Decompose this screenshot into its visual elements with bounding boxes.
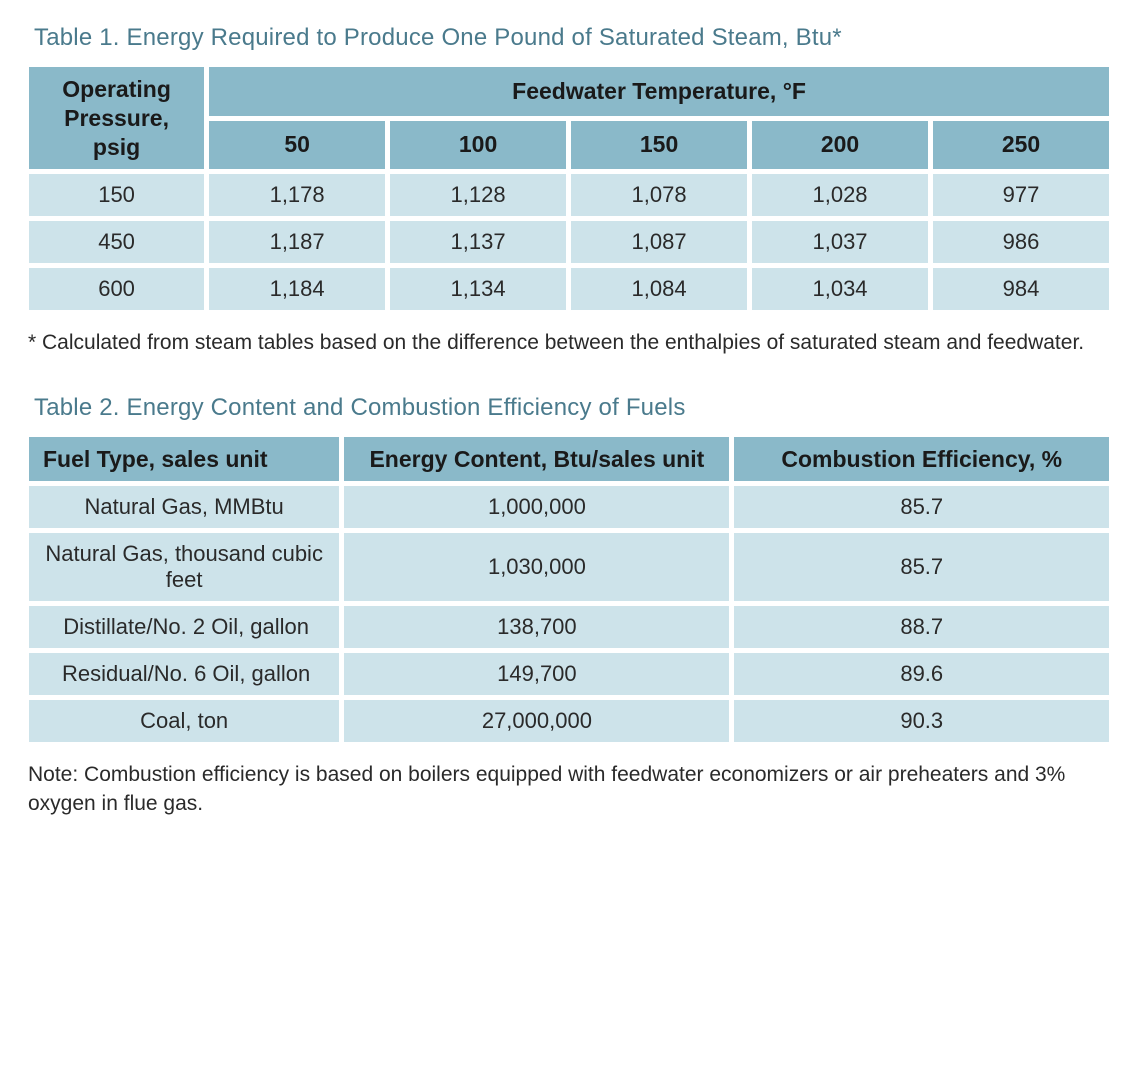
table2-col-0: Fuel Type, sales unit	[29, 437, 339, 482]
table1-cell: 1,178	[209, 174, 385, 216]
table-row: 450 1,187 1,137 1,087 1,037 986	[29, 221, 1109, 263]
table1-cell: 1,128	[390, 174, 566, 216]
table1-cell: 1,134	[390, 268, 566, 310]
table2-energy: 27,000,000	[344, 700, 729, 742]
table2-eff: 90.3	[734, 700, 1109, 742]
table2-fuel: Distillate/No. 2 Oil, gallon	[29, 606, 339, 648]
table1-cell: 1,078	[571, 174, 747, 216]
table1-col-4: 250	[933, 121, 1109, 170]
table1-cell: 1,087	[571, 221, 747, 263]
table1-cell: 1,137	[390, 221, 566, 263]
table1-col-0: 50	[209, 121, 385, 170]
table1-cell: 1,037	[752, 221, 928, 263]
table2-col-2: Combustion Efficiency, %	[734, 437, 1109, 482]
table2-eff: 85.7	[734, 486, 1109, 528]
table-row: Residual/No. 6 Oil, gallon 149,700 89.6	[29, 653, 1109, 695]
table1-pressure: 600	[29, 268, 204, 310]
table2-energy: 138,700	[344, 606, 729, 648]
table2-eff: 88.7	[734, 606, 1109, 648]
table1-cell: 1,034	[752, 268, 928, 310]
table2-energy: 149,700	[344, 653, 729, 695]
table1-col-2: 150	[571, 121, 747, 170]
table-row: Natural Gas, thousand cubic feet 1,030,0…	[29, 533, 1109, 601]
table1-rowheader-label: Operating Pressure, psig	[29, 67, 204, 169]
table2-eff: 89.6	[734, 653, 1109, 695]
table2-eff: 85.7	[734, 533, 1109, 601]
table-row: 150 1,178 1,128 1,078 1,028 977	[29, 174, 1109, 216]
table1: Operating Pressure, psig Feedwater Tempe…	[24, 62, 1114, 315]
table1-title: Table 1. Energy Required to Produce One …	[34, 24, 1114, 52]
table1-cell: 1,084	[571, 268, 747, 310]
table1-col-1: 100	[390, 121, 566, 170]
table1-cell: 984	[933, 268, 1109, 310]
table2-title: Table 2. Energy Content and Combustion E…	[34, 394, 1114, 422]
table1-col-3: 200	[752, 121, 928, 170]
table1-cell: 1,187	[209, 221, 385, 263]
table2-note: Note: Combustion efficiency is based on …	[28, 761, 1114, 818]
table1-cell: 986	[933, 221, 1109, 263]
table-row: Distillate/No. 2 Oil, gallon 138,700 88.…	[29, 606, 1109, 648]
table1-pressure: 450	[29, 221, 204, 263]
table1-cell: 1,184	[209, 268, 385, 310]
table2-fuel: Residual/No. 6 Oil, gallon	[29, 653, 339, 695]
table2-fuel: Natural Gas, MMBtu	[29, 486, 339, 528]
table1-footnote: * Calculated from steam tables based on …	[28, 329, 1114, 357]
table2-energy: 1,030,000	[344, 533, 729, 601]
table2-col-1: Energy Content, Btu/sales unit	[344, 437, 729, 482]
table-row: 600 1,184 1,134 1,084 1,034 984	[29, 268, 1109, 310]
table2-fuel: Natural Gas, thousand cubic feet	[29, 533, 339, 601]
table1-cell: 977	[933, 174, 1109, 216]
table2-fuel: Coal, ton	[29, 700, 339, 742]
table1-cell: 1,028	[752, 174, 928, 216]
table2: Fuel Type, sales unit Energy Content, Bt…	[24, 432, 1114, 748]
table1-pressure: 150	[29, 174, 204, 216]
table2-energy: 1,000,000	[344, 486, 729, 528]
table-row: Natural Gas, MMBtu 1,000,000 85.7	[29, 486, 1109, 528]
table1-colgroup-label: Feedwater Temperature, °F	[209, 67, 1109, 116]
table-row: Coal, ton 27,000,000 90.3	[29, 700, 1109, 742]
